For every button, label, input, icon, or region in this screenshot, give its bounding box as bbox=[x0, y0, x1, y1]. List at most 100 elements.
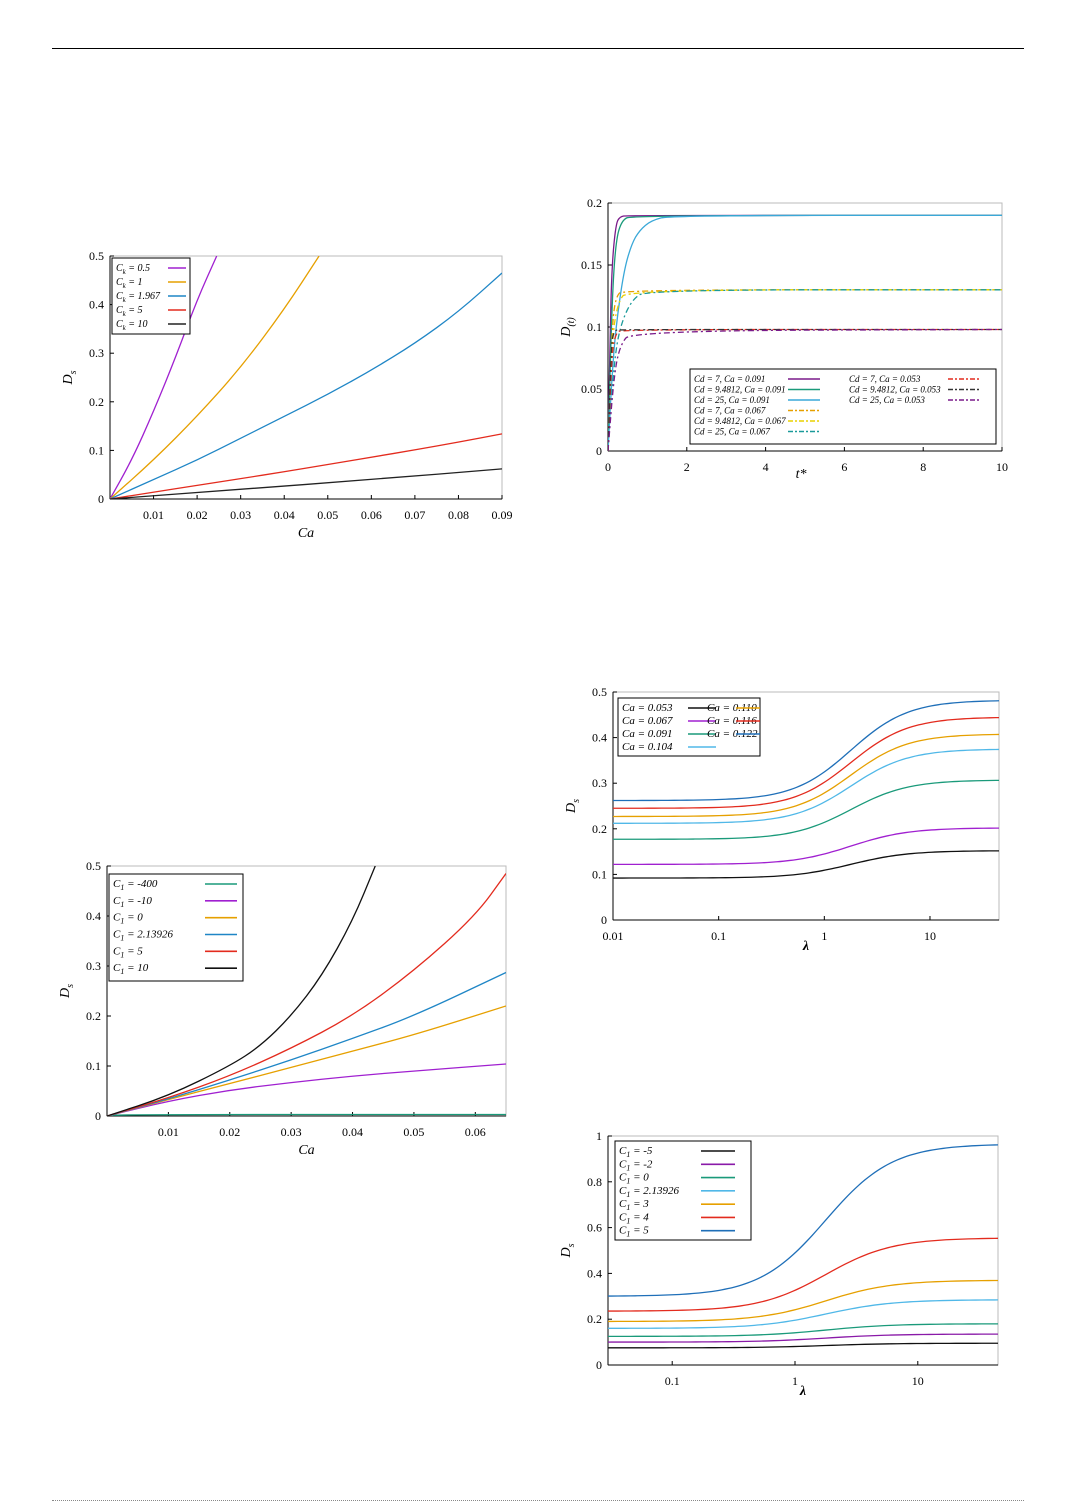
legend-label: Ca = 0.104 bbox=[622, 741, 673, 753]
legend-label: C1 = 4 bbox=[619, 1211, 649, 1225]
x-tick-label: 6 bbox=[841, 460, 847, 474]
y-tick-label: 0.2 bbox=[587, 1312, 602, 1326]
y-tick-label: 0.4 bbox=[89, 298, 104, 312]
x-axis-title: λ bbox=[802, 939, 809, 954]
y-tick-label: 0 bbox=[95, 1109, 101, 1123]
y-tick-label: 0.2 bbox=[86, 1009, 101, 1023]
y-axis-title-sub: (t) bbox=[566, 317, 577, 327]
x-tick-label: 10 bbox=[912, 1374, 924, 1388]
legend-label: Ca = 0.116 bbox=[707, 715, 757, 727]
series-line bbox=[608, 1237, 998, 1312]
y-tick-label: 0.2 bbox=[587, 196, 602, 210]
series-group bbox=[613, 700, 999, 879]
y-tick-label: 0.3 bbox=[86, 959, 101, 973]
x-tick-label: 0.06 bbox=[361, 508, 382, 522]
x-tick-label: 10 bbox=[924, 929, 936, 943]
y-tick-label: 1 bbox=[596, 1129, 602, 1143]
y-axis-title: Ds bbox=[559, 1243, 577, 1258]
legend-box bbox=[108, 873, 244, 982]
legend-label: C1 = 2.13926 bbox=[113, 929, 174, 943]
legend-label: C1 = 0 bbox=[113, 912, 143, 926]
x-tick-label: 0.1 bbox=[711, 929, 726, 943]
header-rule bbox=[52, 48, 1024, 49]
y-axis-title-sub: s bbox=[68, 370, 79, 374]
legend-label: C1 = -2 bbox=[619, 1158, 653, 1172]
y-tick-label: 0.4 bbox=[592, 731, 607, 745]
legend-label: Cd = 9.4812, Ca = 0.067 bbox=[694, 416, 786, 426]
y-axis-title-main: D bbox=[559, 327, 574, 338]
series-line bbox=[608, 1144, 998, 1297]
y-axis-title: Ds bbox=[564, 799, 582, 814]
legend-label: Ca = 0.091 bbox=[622, 728, 673, 740]
series-line bbox=[110, 256, 320, 499]
series-line bbox=[107, 1063, 506, 1116]
series-line bbox=[107, 866, 376, 1116]
series-line bbox=[613, 733, 999, 818]
legend-label: Ca = 0.053 bbox=[622, 702, 673, 714]
series-line bbox=[608, 328, 1002, 451]
y-tick-label: 0.5 bbox=[89, 249, 104, 263]
series-line bbox=[608, 1342, 998, 1349]
series-line bbox=[110, 433, 502, 499]
x-tick-label: 0.04 bbox=[342, 1125, 363, 1139]
chart-c1: 0.01 0.02 0.03 0.04 0.05 0.06 0.07 0.08 0.09 0 0.1… bbox=[61, 249, 513, 541]
x-tick-label: 4 bbox=[763, 460, 769, 474]
series-line bbox=[608, 1333, 998, 1343]
series-line bbox=[107, 971, 506, 1116]
legend-label: Cd = 9.4812, Ca = 0.091 bbox=[694, 385, 786, 395]
x-tick-label: 0.01 bbox=[603, 929, 624, 943]
y-tick-label: 0.15 bbox=[581, 258, 602, 272]
series-line bbox=[107, 873, 506, 1116]
y-tick-label: 0.4 bbox=[86, 909, 101, 923]
y-tick-label: 0 bbox=[596, 444, 602, 458]
series-line bbox=[608, 1279, 998, 1323]
x-tick-label: 0.09 bbox=[492, 508, 513, 522]
x-tick-label: 0 bbox=[605, 460, 611, 474]
series-line bbox=[608, 328, 1002, 451]
legend-label: Ca = 0.122 bbox=[707, 728, 758, 740]
series-line bbox=[613, 748, 999, 824]
x-axis-title: λ bbox=[799, 1384, 806, 1399]
x-tick-label: 0.06 bbox=[465, 1125, 486, 1139]
series-group bbox=[107, 866, 506, 1116]
x-tick-label: 0.01 bbox=[158, 1125, 179, 1139]
y-tick-label: 0.1 bbox=[86, 1059, 101, 1073]
series-group bbox=[608, 214, 1002, 451]
y-tick-label: 0.4 bbox=[587, 1266, 602, 1280]
legend-label: Cd = 9.4812, Ca = 0.053 bbox=[849, 385, 941, 395]
legend-label: C1 = 3 bbox=[619, 1198, 649, 1212]
y-axis-title-sub: s bbox=[566, 1243, 577, 1247]
footer-rule bbox=[52, 1500, 1024, 1501]
y-axis-title: Ds bbox=[61, 370, 79, 385]
y-tick-label: 0.1 bbox=[89, 443, 104, 457]
y-tick-label: 0.3 bbox=[89, 346, 104, 360]
series-line bbox=[110, 272, 502, 499]
x-axis-title: Ca bbox=[298, 1143, 314, 1158]
x-tick-label: 0.05 bbox=[317, 508, 338, 522]
legend-label: C1 = 5 bbox=[619, 1225, 649, 1239]
y-tick-label: 0.5 bbox=[86, 859, 101, 873]
y-tick-label: 0 bbox=[596, 1358, 602, 1372]
y-axis-title-main: D bbox=[58, 988, 73, 999]
x-tick-label: 0.08 bbox=[448, 508, 469, 522]
legend-label: Ca = 0.110 bbox=[707, 702, 757, 714]
series-line bbox=[608, 1299, 998, 1329]
series-line bbox=[608, 328, 1002, 451]
x-tick-label: 0.01 bbox=[143, 508, 164, 522]
y-axis-title: Ds bbox=[58, 984, 76, 999]
y-axis-title-main: D bbox=[61, 374, 76, 385]
x-tick-label: 1 bbox=[792, 1374, 798, 1388]
y-tick-label: 0.3 bbox=[592, 776, 607, 790]
y-tick-label: 0.05 bbox=[581, 382, 602, 396]
y-tick-label: 0 bbox=[98, 492, 104, 506]
legend-label: Ck = 10 bbox=[116, 319, 148, 332]
x-tick-label: 0.03 bbox=[281, 1125, 302, 1139]
series-line bbox=[608, 214, 1002, 451]
legend: C1 = -400 C1 = -10 C1 = 0 C1 = 2.13926 C1 = … bbox=[108, 873, 244, 982]
legend-label: C1 = -400 bbox=[113, 878, 158, 892]
y-axis-title-sub: s bbox=[571, 799, 582, 803]
y-tick-label: 0.1 bbox=[592, 867, 607, 881]
